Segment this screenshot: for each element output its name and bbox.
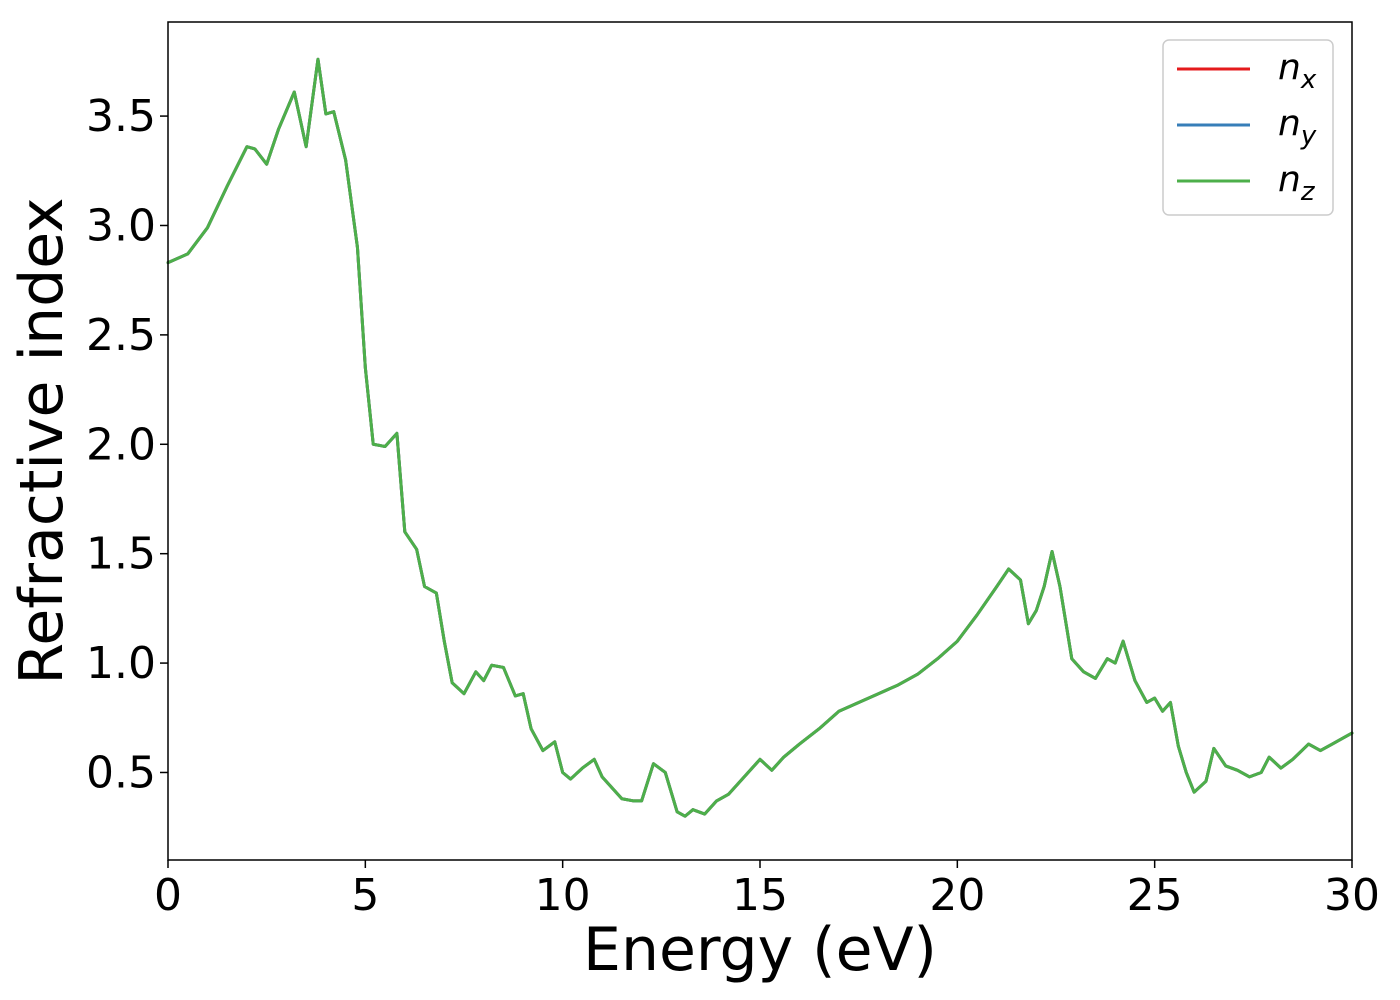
y-tick-label: 1.0 <box>86 638 156 689</box>
legend-box <box>1162 39 1334 216</box>
x-tick-label: 25 <box>1127 870 1183 921</box>
y-tick-label: 3.5 <box>86 91 156 142</box>
y-tick-label: 1.5 <box>86 529 156 580</box>
x-axis-ticks: 0 5 10 15 20 25 30 <box>154 860 1380 921</box>
series-line-nz <box>166 57 1354 818</box>
x-tick-label: 30 <box>1324 870 1380 921</box>
y-tick-label: 2.5 <box>86 310 156 361</box>
x-tick-label: 10 <box>535 870 591 921</box>
y-axis-ticks: 0.5 1.0 1.5 2.0 2.5 3.0 3.5 <box>86 91 168 798</box>
y-axis-title: Refractive index <box>7 197 77 684</box>
y-tick-label: 0.5 <box>86 747 156 798</box>
x-tick-label: 0 <box>154 870 182 921</box>
x-tick-label: 5 <box>351 870 379 921</box>
y-tick-label: 2.0 <box>86 419 156 470</box>
x-tick-label: 20 <box>929 870 985 921</box>
x-tick-label: 15 <box>732 870 788 921</box>
x-axis-title: Energy (eV) <box>583 915 937 985</box>
y-tick-label: 3.0 <box>86 200 156 251</box>
series-layer <box>166 57 1354 818</box>
